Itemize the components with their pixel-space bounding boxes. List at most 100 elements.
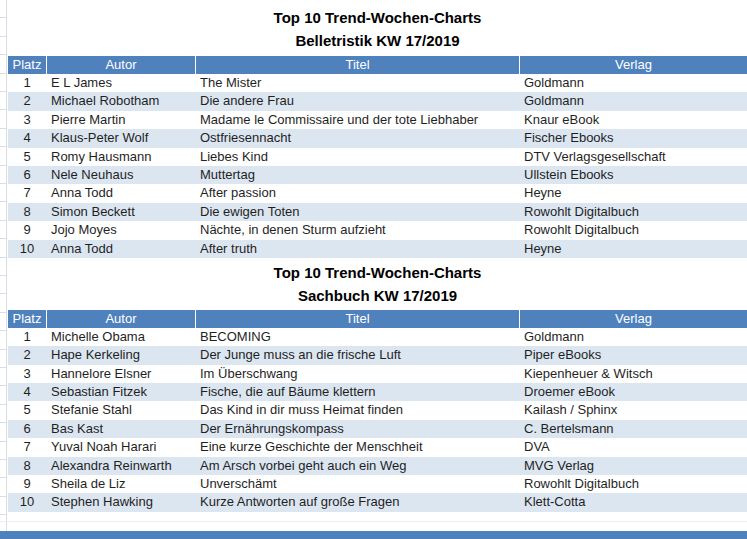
publisher-cell[interactable]: Heyne	[519, 240, 747, 258]
publisher-cell[interactable]: Rowohlt Digitalbuch	[519, 221, 747, 239]
table-title[interactable]: Top 10 Trend-Wochen-Charts	[8, 261, 747, 284]
column-header-titel[interactable]: Titel	[195, 310, 519, 328]
column-header-autor[interactable]: Autor	[46, 56, 195, 74]
rank-cell[interactable]: 5	[8, 401, 46, 419]
rank-cell[interactable]: 1	[8, 74, 46, 92]
publisher-cell[interactable]: C. Bertelsmann	[519, 420, 747, 438]
publisher-cell[interactable]: DTV Verlagsgesellschaft	[519, 148, 747, 166]
rank-cell[interactable]: 6	[8, 420, 46, 438]
title-cell[interactable]: Das Kind in dir muss Heimat finden	[195, 401, 519, 419]
publisher-cell[interactable]: Kailash / Sphinx	[519, 401, 747, 419]
publisher-cell[interactable]: Goldmann	[519, 74, 747, 92]
author-cell[interactable]: Pierre Martin	[46, 111, 195, 129]
table-row: 10Stephen HawkingKurze Antworten auf gro…	[8, 493, 747, 511]
rank-cell[interactable]: 8	[8, 457, 46, 475]
author-cell[interactable]: Sheila de Liz	[46, 475, 195, 493]
title-cell[interactable]: Der Ernährungskompass	[195, 420, 519, 438]
title-cell[interactable]: Die ewigen Toten	[195, 203, 519, 221]
author-cell[interactable]: Alexandra Reinwarth	[46, 457, 195, 475]
author-cell[interactable]: Sebastian Fitzek	[46, 383, 195, 401]
rank-cell[interactable]: 7	[8, 184, 46, 202]
author-cell[interactable]: Klaus-Peter Wolf	[46, 129, 195, 147]
rank-cell[interactable]: 3	[8, 111, 46, 129]
column-header-titel[interactable]: Titel	[195, 56, 519, 74]
table-subtitle[interactable]: Sachbuch KW 17/2019	[8, 284, 747, 307]
author-cell[interactable]: Stephen Hawking	[46, 493, 195, 511]
title-cell[interactable]: Eine kurze Geschichte der Menschheit	[195, 438, 519, 456]
table-body: 1Michelle ObamaBECOMINGGoldmann 2Hape Ker…	[8, 328, 747, 512]
title-cell[interactable]: Liebes Kind	[195, 148, 519, 166]
title-cell[interactable]: BECOMING	[195, 328, 519, 346]
belletristik-title-block: Top 10 Trend-Wochen-Charts Belletristik …	[8, 0, 747, 56]
title-cell[interactable]: Am Arsch vorbei geht auch ein Weg	[195, 457, 519, 475]
title-cell[interactable]: Der Junge muss an die frische Luft	[195, 346, 519, 364]
author-cell[interactable]: Hape Kerkeling	[46, 346, 195, 364]
author-cell[interactable]: Michael Robotham	[46, 92, 195, 110]
rank-cell[interactable]: 8	[8, 203, 46, 221]
column-header-autor[interactable]: Autor	[46, 310, 195, 328]
title-cell[interactable]: Nächte, in denen Sturm aufzieht	[195, 221, 519, 239]
rank-cell[interactable]: 4	[8, 129, 46, 147]
rank-cell[interactable]: 9	[8, 221, 46, 239]
author-cell[interactable]: Stefanie Stahl	[46, 401, 195, 419]
author-cell[interactable]: Michelle Obama	[46, 328, 195, 346]
table-subtitle[interactable]: Belletristik KW 17/2019	[8, 29, 747, 52]
publisher-cell[interactable]: Klett-Cotta	[519, 493, 747, 511]
author-cell[interactable]: Romy Hausmann	[46, 148, 195, 166]
rank-cell[interactable]: 2	[8, 92, 46, 110]
rank-cell[interactable]: 2	[8, 346, 46, 364]
gridline	[0, 521, 747, 522]
column-header-platz[interactable]: Platz	[8, 310, 46, 328]
publisher-cell[interactable]: Rowohlt Digitalbuch	[519, 203, 747, 221]
author-cell[interactable]: Yuval Noah Harari	[46, 438, 195, 456]
publisher-cell[interactable]: Ullstein Ebooks	[519, 166, 747, 184]
publisher-cell[interactable]: Heyne	[519, 184, 747, 202]
table-title[interactable]: Top 10 Trend-Wochen-Charts	[8, 6, 747, 29]
title-cell[interactable]: Madame le Commissaire und der tote Liebh…	[195, 111, 519, 129]
column-header-platz[interactable]: Platz	[8, 56, 46, 74]
title-cell[interactable]: Kurze Antworten auf große Fragen	[195, 493, 519, 511]
column-header-verlag[interactable]: Verlag	[519, 56, 747, 74]
author-cell[interactable]: Anna Todd	[46, 184, 195, 202]
rank-cell[interactable]: 10	[8, 493, 46, 511]
author-cell[interactable]: Jojo Moyes	[46, 221, 195, 239]
title-cell[interactable]: The Mister	[195, 74, 519, 92]
table-row: 5Romy HausmannLiebes KindDTV Verlagsgese…	[8, 148, 747, 166]
author-cell[interactable]: Nele Neuhaus	[46, 166, 195, 184]
title-cell[interactable]: Im Überschwang	[195, 365, 519, 383]
rank-cell[interactable]: 3	[8, 365, 46, 383]
rank-cell[interactable]: 4	[8, 383, 46, 401]
rank-cell[interactable]: 9	[8, 475, 46, 493]
author-cell[interactable]: Anna Todd	[46, 240, 195, 258]
publisher-cell[interactable]: Goldmann	[519, 328, 747, 346]
author-cell[interactable]: Hannelore Elsner	[46, 365, 195, 383]
table-row: 2Michael RobothamDie andere FrauGoldmann	[8, 92, 747, 110]
publisher-cell[interactable]: Kiepenheuer & Witsch	[519, 365, 747, 383]
publisher-cell[interactable]: Droemer eBook	[519, 383, 747, 401]
title-cell[interactable]: Fische, die auf Bäume klettern	[195, 383, 519, 401]
author-cell[interactable]: E L James	[46, 74, 195, 92]
sachbuch-table: PlatzAutorTitelVerlag 1Michelle ObamaBEC…	[8, 310, 747, 512]
publisher-cell[interactable]: Piper eBooks	[519, 346, 747, 364]
publisher-cell[interactable]: Fischer Ebooks	[519, 129, 747, 147]
title-cell[interactable]: After passion	[195, 184, 519, 202]
author-cell[interactable]: Simon Beckett	[46, 203, 195, 221]
rank-cell[interactable]: 10	[8, 240, 46, 258]
publisher-cell[interactable]: MVG Verlag	[519, 457, 747, 475]
rank-cell[interactable]: 1	[8, 328, 46, 346]
title-cell[interactable]: After truth	[195, 240, 519, 258]
belletristik-table: PlatzAutorTitelVerlag 1E L JamesThe Mist…	[8, 56, 747, 258]
rank-cell[interactable]: 6	[8, 166, 46, 184]
column-header-verlag[interactable]: Verlag	[519, 310, 747, 328]
title-cell[interactable]: Unverschämt	[195, 475, 519, 493]
title-cell[interactable]: Muttertag	[195, 166, 519, 184]
title-cell[interactable]: Ostfriesennacht	[195, 129, 519, 147]
publisher-cell[interactable]: Rowohlt Digitalbuch	[519, 475, 747, 493]
publisher-cell[interactable]: Knaur eBook	[519, 111, 747, 129]
rank-cell[interactable]: 7	[8, 438, 46, 456]
publisher-cell[interactable]: Goldmann	[519, 92, 747, 110]
rank-cell[interactable]: 5	[8, 148, 46, 166]
author-cell[interactable]: Bas Kast	[46, 420, 195, 438]
title-cell[interactable]: Die andere Frau	[195, 92, 519, 110]
publisher-cell[interactable]: DVA	[519, 438, 747, 456]
